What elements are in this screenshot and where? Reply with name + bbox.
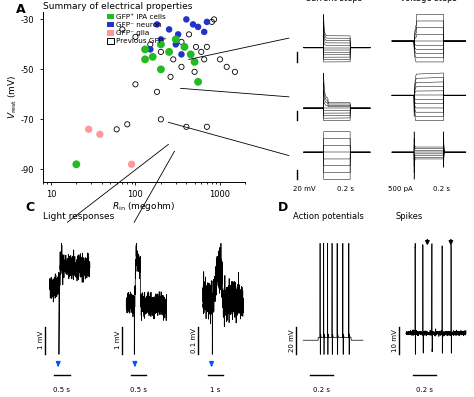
Point <box>178 64 185 70</box>
Text: 0.2 s: 0.2 s <box>433 186 450 192</box>
Point <box>165 26 173 33</box>
Point <box>157 36 164 42</box>
Point <box>157 66 164 73</box>
Point <box>194 79 202 85</box>
Text: 0.1 mV: 0.1 mV <box>191 328 197 353</box>
Point <box>189 21 197 27</box>
Point <box>157 49 164 55</box>
Point <box>223 64 230 70</box>
Text: B: B <box>273 0 282 2</box>
Text: C: C <box>25 201 35 214</box>
Point <box>201 56 208 63</box>
Text: Action potentials: Action potentials <box>293 212 364 222</box>
Point <box>146 46 154 52</box>
Point <box>191 69 198 75</box>
Point <box>187 51 194 58</box>
Point <box>231 69 239 75</box>
Y-axis label: $V_{\rm rest}$ (mV): $V_{\rm rest}$ (mV) <box>7 75 19 119</box>
Text: 10 mV: 10 mV <box>392 329 398 352</box>
Point <box>85 126 92 133</box>
Point <box>198 49 205 55</box>
Text: 1 s: 1 s <box>210 387 220 393</box>
Point <box>174 31 182 38</box>
Point <box>157 41 164 48</box>
Point <box>153 21 161 27</box>
Text: 0.2 s: 0.2 s <box>313 387 330 393</box>
Text: Light responses: Light responses <box>43 212 114 222</box>
Point <box>170 56 177 63</box>
X-axis label: $R_{\rm in}$ (megohm): $R_{\rm in}$ (megohm) <box>112 200 176 214</box>
Text: Voltage steps: Voltage steps <box>401 0 457 4</box>
Point <box>192 44 200 50</box>
Text: D: D <box>278 201 289 214</box>
Text: 0.2 s: 0.2 s <box>337 186 355 192</box>
Text: Current steps: Current steps <box>305 0 362 4</box>
Point <box>73 161 80 168</box>
Point <box>172 41 180 48</box>
Point <box>167 74 174 80</box>
Point <box>182 16 190 23</box>
Point <box>113 126 120 133</box>
Text: 20 mV: 20 mV <box>293 186 316 192</box>
Point <box>194 24 202 30</box>
Point <box>118 26 126 33</box>
Point <box>146 41 154 48</box>
Point <box>165 49 173 55</box>
Point <box>208 19 216 25</box>
Text: 0.5 s: 0.5 s <box>130 387 147 393</box>
Text: 20 mV: 20 mV <box>289 329 295 352</box>
Text: 0.5 s: 0.5 s <box>54 387 71 393</box>
Point <box>96 131 104 137</box>
Point <box>132 81 139 87</box>
Point <box>141 46 149 52</box>
Point <box>157 116 164 123</box>
Text: Spikes: Spikes <box>396 212 423 222</box>
Text: 1 mV: 1 mV <box>115 331 121 349</box>
Point <box>182 123 190 130</box>
Point <box>216 56 224 63</box>
Point <box>178 39 185 45</box>
Text: A: A <box>16 4 26 16</box>
Point <box>172 36 180 42</box>
Point <box>132 34 139 40</box>
Point <box>181 44 188 50</box>
Point <box>203 44 211 50</box>
Text: 0.2 s: 0.2 s <box>416 387 433 393</box>
Legend: GFP⁺ IPA cells, GFP⁻ neuron, GFP⁻ glia, Previous GFP⁺: GFP⁺ IPA cells, GFP⁻ neuron, GFP⁻ glia, … <box>107 14 167 44</box>
Point <box>123 121 131 127</box>
Point <box>203 123 211 130</box>
Point <box>178 51 185 58</box>
Point <box>191 59 198 65</box>
Point <box>185 31 193 38</box>
Text: 500 pA: 500 pA <box>388 186 413 192</box>
Point <box>128 161 136 168</box>
Text: 1 mV: 1 mV <box>38 331 44 349</box>
Point <box>141 56 149 63</box>
Point <box>203 19 211 25</box>
Point <box>153 89 161 95</box>
Point <box>210 16 218 23</box>
Point <box>201 29 208 35</box>
Point <box>149 54 156 60</box>
Text: Summary of electrical properties: Summary of electrical properties <box>43 2 192 11</box>
